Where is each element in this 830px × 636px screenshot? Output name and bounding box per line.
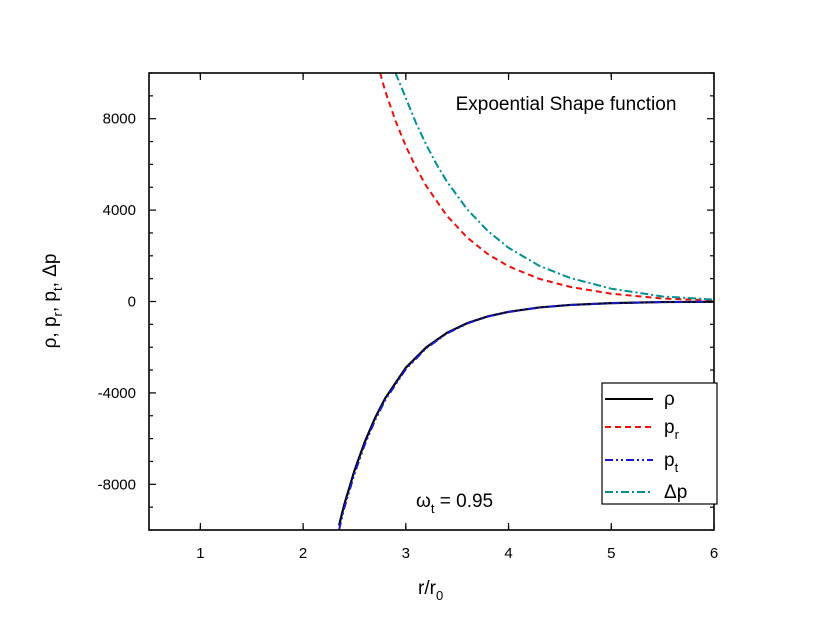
y-tick-label: 0 (128, 294, 136, 311)
axis-ticks: 1 2 3 4 5 6 -8000 -4000 0 4000 8000 (98, 72, 718, 562)
legend-label-3: Δp (664, 482, 687, 503)
y-tick-label: -4000 (98, 385, 136, 402)
legend-label-1: pr (664, 417, 680, 442)
x-axis-label: r/r0 (418, 578, 443, 603)
x-tick-label: 2 (299, 545, 307, 562)
x-tick-label: 1 (196, 545, 204, 562)
svg-text:ρ, pr, pt, Δp: ρ, pr, pt, Δp (40, 254, 65, 349)
series-line-0 (337, 300, 714, 526)
parameter-annotation: ωt = 0.95 (416, 491, 493, 516)
x-tick-label: 3 (402, 545, 410, 562)
x-tick-label: 5 (607, 545, 615, 562)
x-tick-label: 6 (710, 545, 718, 562)
legend-box (601, 382, 718, 505)
series-line-3 (394, 73, 714, 301)
plot-lines (337, 73, 714, 530)
series-line-1 (379, 73, 714, 302)
legend-label-0: ρ (664, 389, 675, 410)
y-tick-label: 4000 (103, 202, 136, 219)
chart-annotation-title: Expoential Shape function (456, 94, 677, 115)
y-tick-label: 8000 (103, 111, 136, 128)
y-axis-label: ρ, pr, pt, Δp (40, 254, 65, 349)
x-tick-label: 4 (504, 545, 512, 562)
legend: ρ pr pt Δp (601, 382, 718, 505)
legend-label-2: pt (664, 450, 679, 475)
y-tick-label: -8000 (98, 476, 136, 493)
